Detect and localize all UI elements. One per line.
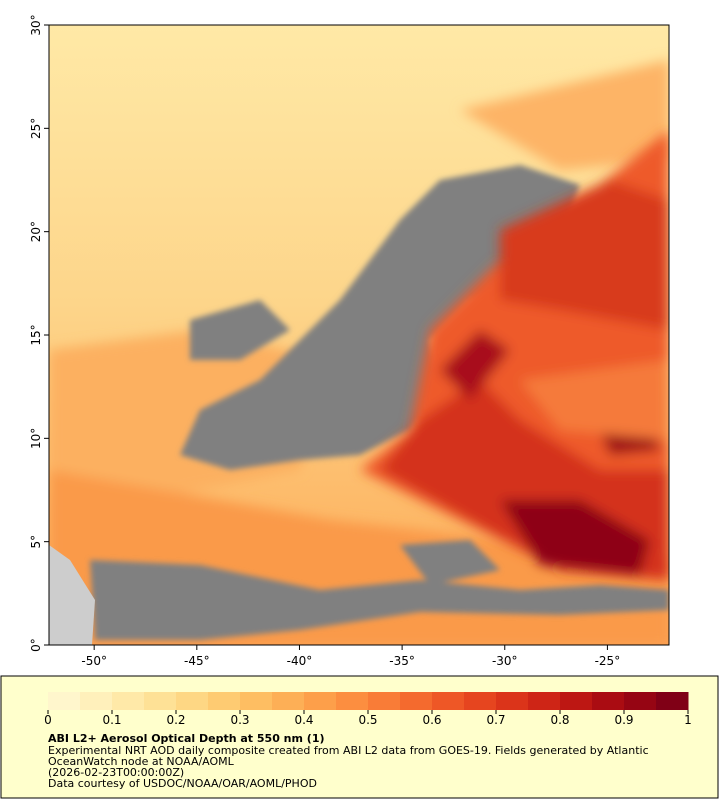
colorbar-swatch [432, 692, 465, 710]
colorbar-swatch [80, 692, 113, 710]
colorbar-swatch [48, 692, 81, 710]
colorbar-tick-label: 0.6 [422, 713, 441, 727]
colorbar-swatch [240, 692, 273, 710]
colorbar-swatch [528, 692, 561, 710]
colorbar-tick-label: 0.4 [294, 713, 313, 727]
y-tick-label: 10° [29, 428, 43, 449]
colorbar-swatch [208, 692, 241, 710]
x-tick-label: -35° [389, 654, 415, 668]
x-tick-label: -25° [595, 654, 621, 668]
colorbar-tick-label: 0.2 [166, 713, 185, 727]
y-tick-label: 5° [29, 535, 43, 549]
colorbar-swatch [112, 692, 145, 710]
colorbar-swatch [144, 692, 177, 710]
colorbar-swatch [560, 692, 593, 710]
legend-line: Experimental NRT AOD daily composite cre… [48, 744, 649, 757]
colorbar-tick-label: 1 [684, 713, 692, 727]
x-tick-label: -45° [184, 654, 210, 668]
x-tick-label: -50° [81, 654, 107, 668]
colorbar-swatch [624, 692, 657, 710]
colorbar-swatch [496, 692, 529, 710]
legend-line: OceanWatch node at NOAA/AOML [48, 755, 235, 768]
colorbar-swatch [592, 692, 625, 710]
colorbar-swatch [272, 692, 305, 710]
y-tick-label: 25° [29, 118, 43, 139]
colorbar-tick-label: 0.1 [102, 713, 121, 727]
colorbar-swatch [400, 692, 433, 710]
y-tick-label: 20° [29, 221, 43, 242]
land [49, 545, 95, 645]
colorbar-swatch [656, 692, 689, 710]
y-tick-label: 0° [29, 638, 43, 652]
legend-line: (2026-02-23T00:00:00Z) [48, 766, 184, 779]
colorbar-swatch [368, 692, 401, 710]
colorbar-tick-label: 0.9 [614, 713, 633, 727]
colorbar-tick-label: 0.5 [358, 713, 377, 727]
colorbar-tick-label: 0.7 [486, 713, 505, 727]
colorbar-tick-label: 0.3 [230, 713, 249, 727]
y-tick-label: 30° [29, 14, 43, 35]
colorbar-tick-label: 0 [44, 713, 52, 727]
legend-title: ABI L2+ Aerosol Optical Depth at 550 nm … [48, 732, 325, 745]
colorbar-swatch [176, 692, 209, 710]
colorbar: 0 0.1 0.2 0.3 0.4 0.5 0.6 0.7 0.8 0.9 1 [44, 692, 692, 727]
aod-field [49, 25, 669, 645]
axes: -50° -45° -40° -35° -30° -25° 0° 5° 10° 15° 20° 25°… [29, 14, 620, 668]
colorbar-swatch [336, 692, 369, 710]
x-tick-label: -40° [287, 654, 313, 668]
colorbar-swatch [304, 692, 337, 710]
y-tick-label: 15° [29, 324, 43, 345]
colorbar-tick-label: 0.8 [550, 713, 569, 727]
legend-line: Data courtesy of USDOC/NOAA/OAR/AOML/PHO… [48, 777, 317, 790]
x-tick-label: -30° [492, 654, 518, 668]
colorbar-swatch [464, 692, 497, 710]
